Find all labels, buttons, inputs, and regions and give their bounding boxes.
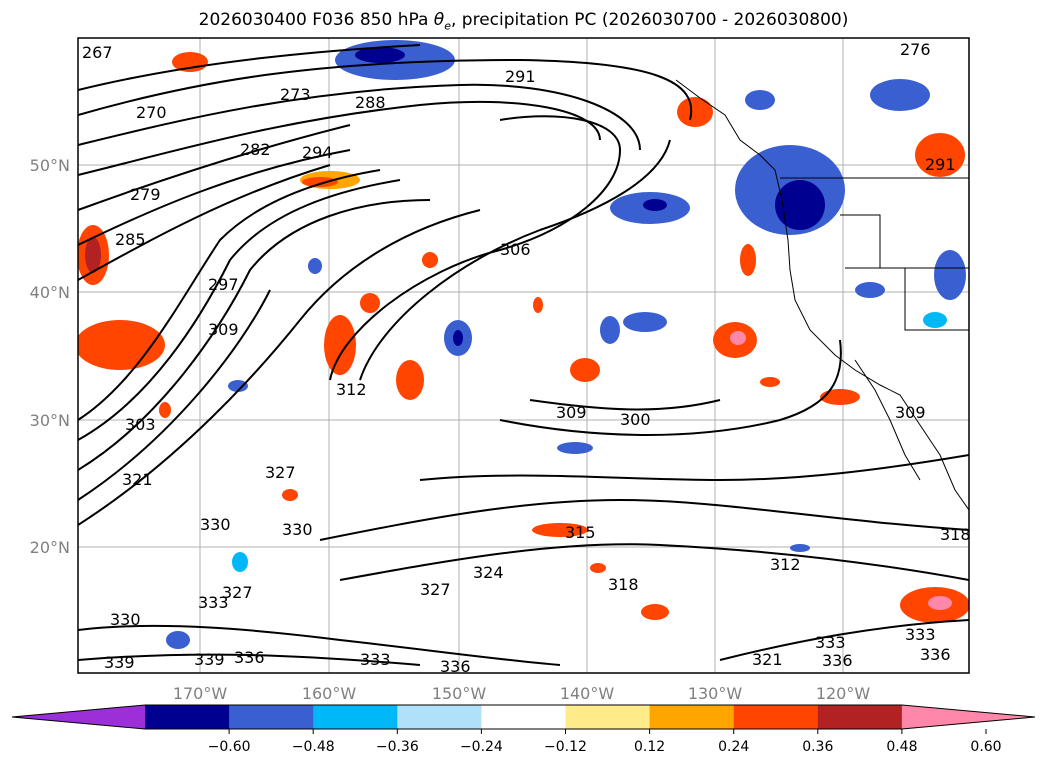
contour-label: 330 bbox=[110, 610, 141, 629]
title-prefix: 2026030400 F036 850 hPa bbox=[198, 10, 434, 30]
lat-label: 20°N bbox=[30, 538, 70, 557]
lon-label: 150°W bbox=[432, 684, 487, 703]
contour-label: 306 bbox=[500, 240, 531, 259]
colorbar-tick-label: 0.36 bbox=[802, 739, 833, 755]
theta-e-contours bbox=[78, 44, 969, 666]
lon-label: 130°W bbox=[688, 684, 743, 703]
colorbar-extend-max bbox=[901, 705, 1035, 729]
colorbar-tick-label: −0.48 bbox=[292, 739, 335, 755]
contour-label: 282 bbox=[240, 140, 271, 159]
colorbar-tick-label: −0.12 bbox=[544, 739, 587, 755]
colorbar-segment bbox=[397, 705, 482, 729]
contour-label: 321 bbox=[122, 470, 153, 489]
contour-label: 327 bbox=[265, 463, 296, 482]
contour-label: 336 bbox=[440, 657, 471, 676]
contour-label: 339 bbox=[104, 653, 135, 672]
lat-label: 30°N bbox=[30, 411, 70, 430]
lon-label: 120°W bbox=[816, 684, 871, 703]
contour-label: 315 bbox=[565, 523, 596, 542]
contour-label: 321 bbox=[752, 650, 783, 669]
contour-label: 336 bbox=[920, 645, 951, 664]
contour-label: 333 bbox=[198, 593, 229, 612]
colorbar-segment bbox=[565, 705, 651, 729]
colorbar-outline bbox=[11, 704, 1036, 730]
contour-label: 276 bbox=[900, 40, 931, 59]
contour-label: 279 bbox=[130, 185, 161, 204]
contour-labels: 267 270 273 276 288 291 282 294 279 285 … bbox=[82, 40, 971, 676]
colorbar-segment bbox=[649, 705, 735, 729]
colorbar-tick-label: −0.60 bbox=[208, 739, 251, 755]
colorbar-segment bbox=[229, 705, 314, 729]
colorbar-ticks: −0.60 −0.48 −0.36 −0.24 −0.12 0.12 0.24 0.36 0.4… bbox=[208, 729, 1002, 755]
colorbar-extend-min bbox=[12, 705, 145, 729]
contour-label: 291 bbox=[505, 67, 536, 86]
title-theta-sub: e bbox=[444, 19, 451, 33]
longitude-labels: 170°W 160°W 150°W 140°W 130°W 120°W bbox=[173, 684, 871, 703]
colorbar-segment bbox=[145, 705, 230, 729]
contour-label: 333 bbox=[905, 625, 936, 644]
contour-label: 303 bbox=[125, 415, 156, 434]
contour-label: 333 bbox=[815, 633, 846, 652]
contour-label: 300 bbox=[620, 410, 651, 429]
colorbar-tick-label: 0.60 bbox=[970, 739, 1001, 755]
contour-label: 339 bbox=[194, 650, 225, 669]
colorbar-tick-label: 0.24 bbox=[718, 739, 749, 755]
colorbar-segment bbox=[733, 705, 819, 729]
contour-label: 297 bbox=[208, 275, 239, 294]
contour-label: 312 bbox=[770, 555, 801, 574]
contour-label: 336 bbox=[234, 648, 265, 667]
contour-label: 318 bbox=[940, 525, 971, 544]
colorbar bbox=[11, 704, 1036, 730]
lon-label: 170°W bbox=[173, 684, 228, 703]
contour-label: 285 bbox=[115, 230, 146, 249]
contour-label: 330 bbox=[200, 515, 231, 534]
contour-label: 288 bbox=[355, 93, 386, 112]
lat-label: 40°N bbox=[30, 283, 70, 302]
lon-label: 140°W bbox=[560, 684, 615, 703]
page-title: 2026030400 F036 850 hPa θe, precipitatio… bbox=[0, 10, 1047, 32]
contour-label: 273 bbox=[280, 85, 311, 104]
contour-label: 291 bbox=[925, 155, 956, 174]
colorbar-tick-label: −0.24 bbox=[460, 739, 503, 755]
contour-label: 324 bbox=[473, 563, 504, 582]
coastline bbox=[675, 79, 969, 511]
colorbar-segment bbox=[313, 705, 398, 729]
contour-label: 336 bbox=[822, 651, 853, 670]
contour-label: 309 bbox=[895, 403, 926, 422]
contour-label: 294 bbox=[302, 143, 333, 162]
colorbar-tick-label: 0.12 bbox=[634, 739, 665, 755]
lat-label: 50°N bbox=[30, 156, 70, 175]
contour-label: 327 bbox=[222, 583, 253, 602]
contour-label: 309 bbox=[556, 403, 587, 422]
latitude-labels: 50°N 40°N 30°N 20°N bbox=[30, 156, 70, 557]
colorbar-segment bbox=[817, 705, 903, 729]
contour-label: 312 bbox=[336, 380, 367, 399]
map-frame bbox=[77, 37, 970, 674]
contour-label: 270 bbox=[136, 103, 167, 122]
title-theta: θ bbox=[433, 10, 445, 30]
contour-label: 309 bbox=[208, 320, 239, 339]
contour-label: 267 bbox=[82, 43, 113, 62]
lon-label: 160°W bbox=[302, 684, 357, 703]
title-suffix: , precipitation PC (2026030700 - 2026030… bbox=[450, 10, 849, 30]
contour-label: 318 bbox=[608, 575, 639, 594]
colorbar-tick-label: 0.48 bbox=[886, 739, 917, 755]
contour-label: 327 bbox=[420, 580, 451, 599]
contour-label: 330 bbox=[282, 520, 313, 539]
precip-negative-areas bbox=[166, 40, 966, 649]
colorbar-tick-label: −0.36 bbox=[376, 739, 419, 755]
colorbar-segment bbox=[481, 705, 566, 729]
map-plot-area: 267 270 273 276 288 291 282 294 279 285 … bbox=[78, 38, 971, 676]
contour-label: 333 bbox=[360, 650, 391, 669]
